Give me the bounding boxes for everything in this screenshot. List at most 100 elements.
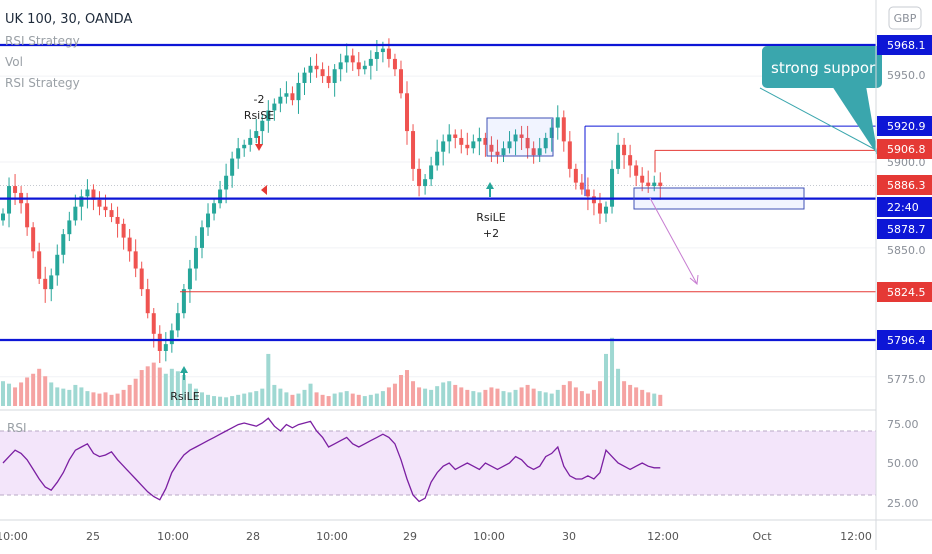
candle-body xyxy=(447,134,452,142)
volume-bar xyxy=(483,389,488,406)
consolidation-box[interactable] xyxy=(486,117,554,157)
volume-bar xyxy=(362,396,367,406)
volume-bar xyxy=(549,393,554,406)
volume-bar xyxy=(320,394,325,406)
candle-body xyxy=(187,268,192,290)
signal-short: -2 RsiSE xyxy=(244,93,274,195)
candle-body xyxy=(181,289,186,314)
volume-bar xyxy=(91,392,96,406)
level-label-box-0 xyxy=(877,35,932,55)
indicator-volume[interactable]: Vol xyxy=(5,55,23,69)
price-tick-5775: 5775.0 xyxy=(887,373,926,386)
candle-body xyxy=(109,210,114,217)
level-label-1: 5920.9 xyxy=(887,120,926,133)
candle-body xyxy=(429,165,434,180)
volume-bar xyxy=(163,373,168,406)
currency-badge[interactable] xyxy=(888,6,922,30)
candle-body xyxy=(604,206,608,214)
volume-bar xyxy=(610,337,615,406)
volume-bar xyxy=(133,378,138,406)
volume-bar xyxy=(585,393,590,406)
volume-bar xyxy=(386,387,391,406)
candle-body xyxy=(145,289,150,314)
candle-body xyxy=(483,137,488,145)
time-axis[interactable]: 10:00 25 10:00 28 10:00 29 10:00 30 12:0… xyxy=(0,519,932,543)
signal-short-count: -2 xyxy=(254,93,265,106)
candle-body xyxy=(495,151,500,156)
candle-body xyxy=(573,168,578,183)
signal-short-label: RsiSE xyxy=(244,109,274,122)
candle-body xyxy=(652,182,657,187)
candle-body xyxy=(49,275,54,290)
volume-bar xyxy=(640,389,645,406)
candle-body xyxy=(103,206,108,211)
volume-bar xyxy=(73,384,78,406)
candle-body xyxy=(284,93,289,97)
time-tick-6: 10:00 xyxy=(473,530,505,543)
volume-bar xyxy=(139,370,144,406)
candle-body xyxy=(37,251,42,279)
callout-box[interactable] xyxy=(762,46,882,88)
volume-bar xyxy=(519,387,524,406)
candle-body xyxy=(646,182,651,187)
time-tick-4: 10:00 xyxy=(316,530,348,543)
level-label-5: 5878.7 xyxy=(887,223,926,236)
level-label-box-3 xyxy=(877,175,932,195)
candle-body xyxy=(465,144,470,149)
level-labels: 5968.1 5920.9 5906.8 5886.3 22:40 5878.7 5824.… xyxy=(877,35,932,350)
signal-long-2: RsiLE xyxy=(170,366,200,403)
candle-body xyxy=(25,203,30,228)
volume-bar xyxy=(429,389,434,406)
volume-bar xyxy=(145,366,150,406)
candle-body xyxy=(561,117,566,142)
projection-arrow[interactable] xyxy=(649,197,698,285)
candle-body xyxy=(398,69,403,94)
volume-bar xyxy=(628,384,633,406)
volume-bar xyxy=(272,384,277,406)
candle-body xyxy=(567,141,572,169)
candle-body xyxy=(55,254,60,276)
candle-body xyxy=(640,175,645,183)
volume-bar xyxy=(7,383,12,406)
volume-bar xyxy=(61,388,66,406)
volume-bar xyxy=(115,393,120,406)
volume-bar xyxy=(616,368,621,406)
price-axis[interactable]: GBP 5950.0 5900.0 5850.0 5775.0 5968.159… xyxy=(875,0,932,550)
volume-bar xyxy=(218,396,223,406)
candle-body xyxy=(73,206,78,221)
volume-bar xyxy=(507,392,512,406)
callout-text: strong suppor xyxy=(771,59,876,77)
candle-body xyxy=(513,134,518,142)
candle-body xyxy=(308,65,313,73)
target-box[interactable] xyxy=(633,187,805,210)
volume-bar xyxy=(25,377,30,406)
volume-bar xyxy=(37,368,42,406)
candle-body xyxy=(616,144,621,169)
indicator-rsi-strategy-1[interactable]: RSI Strategy xyxy=(5,34,80,48)
volume-bar xyxy=(31,373,36,406)
volume-bar xyxy=(453,384,458,406)
volume-bar xyxy=(121,389,126,406)
candle-body xyxy=(477,137,482,142)
volume-bar xyxy=(597,381,602,406)
callout[interactable]: strong suppor xyxy=(762,46,882,88)
volume-bar xyxy=(405,370,410,406)
candle-body xyxy=(199,227,204,248)
chart-legend[interactable]: UK 100, 30, OANDA RSI Strategy Vol RSI S… xyxy=(5,12,132,90)
volume-bar xyxy=(103,392,108,406)
volume-bar xyxy=(374,393,379,406)
volume-bar xyxy=(314,392,319,406)
indicator-rsi-strategy-2[interactable]: RSI Strategy xyxy=(5,76,80,90)
candle-body xyxy=(260,120,265,132)
candle-body xyxy=(374,52,379,59)
volume-bar xyxy=(109,394,114,406)
candle-body xyxy=(1,213,5,221)
price-levels[interactable] xyxy=(0,43,876,342)
time-tick-8: 12:00 xyxy=(647,530,679,543)
candle-body xyxy=(519,134,524,138)
rsi-panel-label: RSI xyxy=(7,421,27,435)
volume-bar xyxy=(525,384,530,406)
currency-badge-text: GBP xyxy=(894,12,917,25)
drawing-tools[interactable] xyxy=(486,86,878,285)
